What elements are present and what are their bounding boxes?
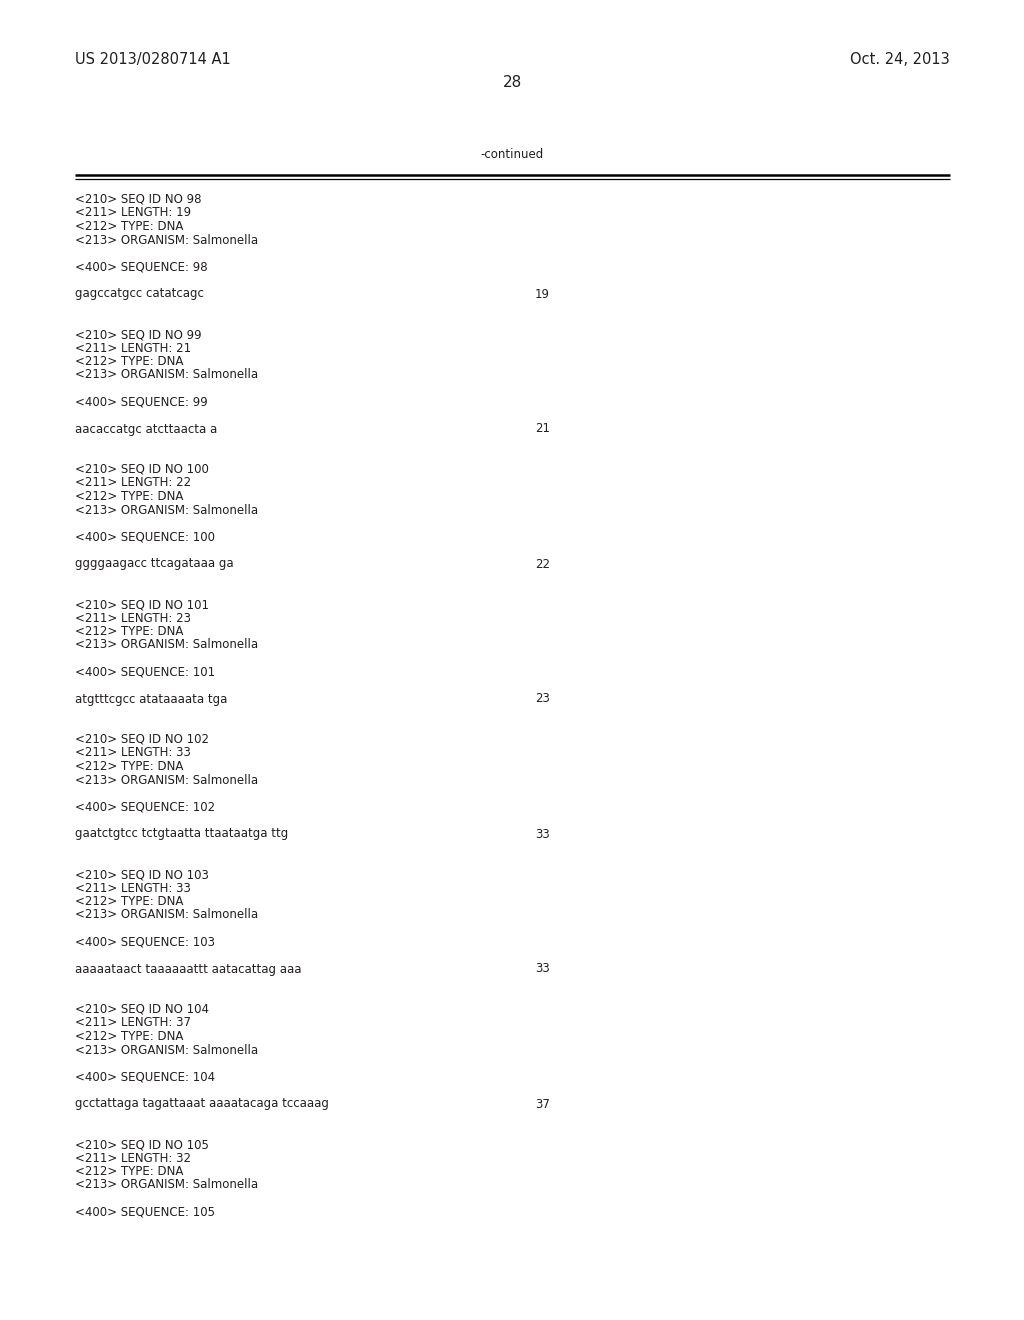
Text: <212> TYPE: DNA: <212> TYPE: DNA: [75, 1030, 183, 1043]
Text: <213> ORGANISM: Salmonella: <213> ORGANISM: Salmonella: [75, 503, 258, 516]
Text: <213> ORGANISM: Salmonella: <213> ORGANISM: Salmonella: [75, 1044, 258, 1056]
Text: <213> ORGANISM: Salmonella: <213> ORGANISM: Salmonella: [75, 1179, 258, 1192]
Text: 21: 21: [535, 422, 550, 436]
Text: <212> TYPE: DNA: <212> TYPE: DNA: [75, 490, 183, 503]
Text: <213> ORGANISM: Salmonella: <213> ORGANISM: Salmonella: [75, 774, 258, 787]
Text: gaatctgtcc tctgtaatta ttaataatga ttg: gaatctgtcc tctgtaatta ttaataatga ttg: [75, 828, 288, 841]
Text: <400> SEQUENCE: 101: <400> SEQUENCE: 101: [75, 665, 215, 678]
Text: <213> ORGANISM: Salmonella: <213> ORGANISM: Salmonella: [75, 234, 258, 247]
Text: 28: 28: [503, 75, 521, 90]
Text: gagccatgcc catatcagc: gagccatgcc catatcagc: [75, 288, 204, 301]
Text: <210> SEQ ID NO 102: <210> SEQ ID NO 102: [75, 733, 209, 746]
Text: 22: 22: [535, 557, 550, 570]
Text: <210> SEQ ID NO 98: <210> SEQ ID NO 98: [75, 193, 202, 206]
Text: ggggaagacc ttcagataaa ga: ggggaagacc ttcagataaa ga: [75, 557, 233, 570]
Text: <211> LENGTH: 19: <211> LENGTH: 19: [75, 206, 191, 219]
Text: 19: 19: [535, 288, 550, 301]
Text: <212> TYPE: DNA: <212> TYPE: DNA: [75, 220, 183, 234]
Text: aaaaataact taaaaaattt aatacattag aaa: aaaaataact taaaaaattt aatacattag aaa: [75, 962, 301, 975]
Text: <211> LENGTH: 21: <211> LENGTH: 21: [75, 342, 191, 355]
Text: <210> SEQ ID NO 100: <210> SEQ ID NO 100: [75, 463, 209, 477]
Text: <210> SEQ ID NO 103: <210> SEQ ID NO 103: [75, 869, 209, 880]
Text: <211> LENGTH: 37: <211> LENGTH: 37: [75, 1016, 191, 1030]
Text: <210> SEQ ID NO 105: <210> SEQ ID NO 105: [75, 1138, 209, 1151]
Text: <400> SEQUENCE: 99: <400> SEQUENCE: 99: [75, 396, 208, 408]
Text: 37: 37: [535, 1097, 550, 1110]
Text: 33: 33: [535, 828, 550, 841]
Text: <212> TYPE: DNA: <212> TYPE: DNA: [75, 624, 183, 638]
Text: <400> SEQUENCE: 104: <400> SEQUENCE: 104: [75, 1071, 215, 1084]
Text: US 2013/0280714 A1: US 2013/0280714 A1: [75, 51, 230, 67]
Text: <212> TYPE: DNA: <212> TYPE: DNA: [75, 1166, 183, 1177]
Text: <211> LENGTH: 22: <211> LENGTH: 22: [75, 477, 191, 490]
Text: <212> TYPE: DNA: <212> TYPE: DNA: [75, 760, 183, 774]
Text: aacaccatgc atcttaacta a: aacaccatgc atcttaacta a: [75, 422, 217, 436]
Text: <213> ORGANISM: Salmonella: <213> ORGANISM: Salmonella: [75, 368, 258, 381]
Text: <211> LENGTH: 23: <211> LENGTH: 23: [75, 611, 191, 624]
Text: <210> SEQ ID NO 101: <210> SEQ ID NO 101: [75, 598, 209, 611]
Text: <212> TYPE: DNA: <212> TYPE: DNA: [75, 895, 183, 908]
Text: 33: 33: [535, 962, 550, 975]
Text: <213> ORGANISM: Salmonella: <213> ORGANISM: Salmonella: [75, 639, 258, 652]
Text: atgtttcgcc atataaaata tga: atgtttcgcc atataaaata tga: [75, 693, 227, 705]
Text: -continued: -continued: [480, 148, 544, 161]
Text: <400> SEQUENCE: 103: <400> SEQUENCE: 103: [75, 936, 215, 949]
Text: <400> SEQUENCE: 105: <400> SEQUENCE: 105: [75, 1205, 215, 1218]
Text: <210> SEQ ID NO 99: <210> SEQ ID NO 99: [75, 327, 202, 341]
Text: <211> LENGTH: 32: <211> LENGTH: 32: [75, 1151, 191, 1164]
Text: <212> TYPE: DNA: <212> TYPE: DNA: [75, 355, 183, 368]
Text: <400> SEQUENCE: 102: <400> SEQUENCE: 102: [75, 800, 215, 813]
Text: 23: 23: [535, 693, 550, 705]
Text: gcctattaga tagattaaat aaaatacaga tccaaag: gcctattaga tagattaaat aaaatacaga tccaaag: [75, 1097, 329, 1110]
Text: <213> ORGANISM: Salmonella: <213> ORGANISM: Salmonella: [75, 908, 258, 921]
Text: Oct. 24, 2013: Oct. 24, 2013: [850, 51, 950, 67]
Text: <400> SEQUENCE: 100: <400> SEQUENCE: 100: [75, 531, 215, 544]
Text: <211> LENGTH: 33: <211> LENGTH: 33: [75, 747, 190, 759]
Text: <210> SEQ ID NO 104: <210> SEQ ID NO 104: [75, 1003, 209, 1016]
Text: <400> SEQUENCE: 98: <400> SEQUENCE: 98: [75, 260, 208, 273]
Text: <211> LENGTH: 33: <211> LENGTH: 33: [75, 882, 190, 895]
